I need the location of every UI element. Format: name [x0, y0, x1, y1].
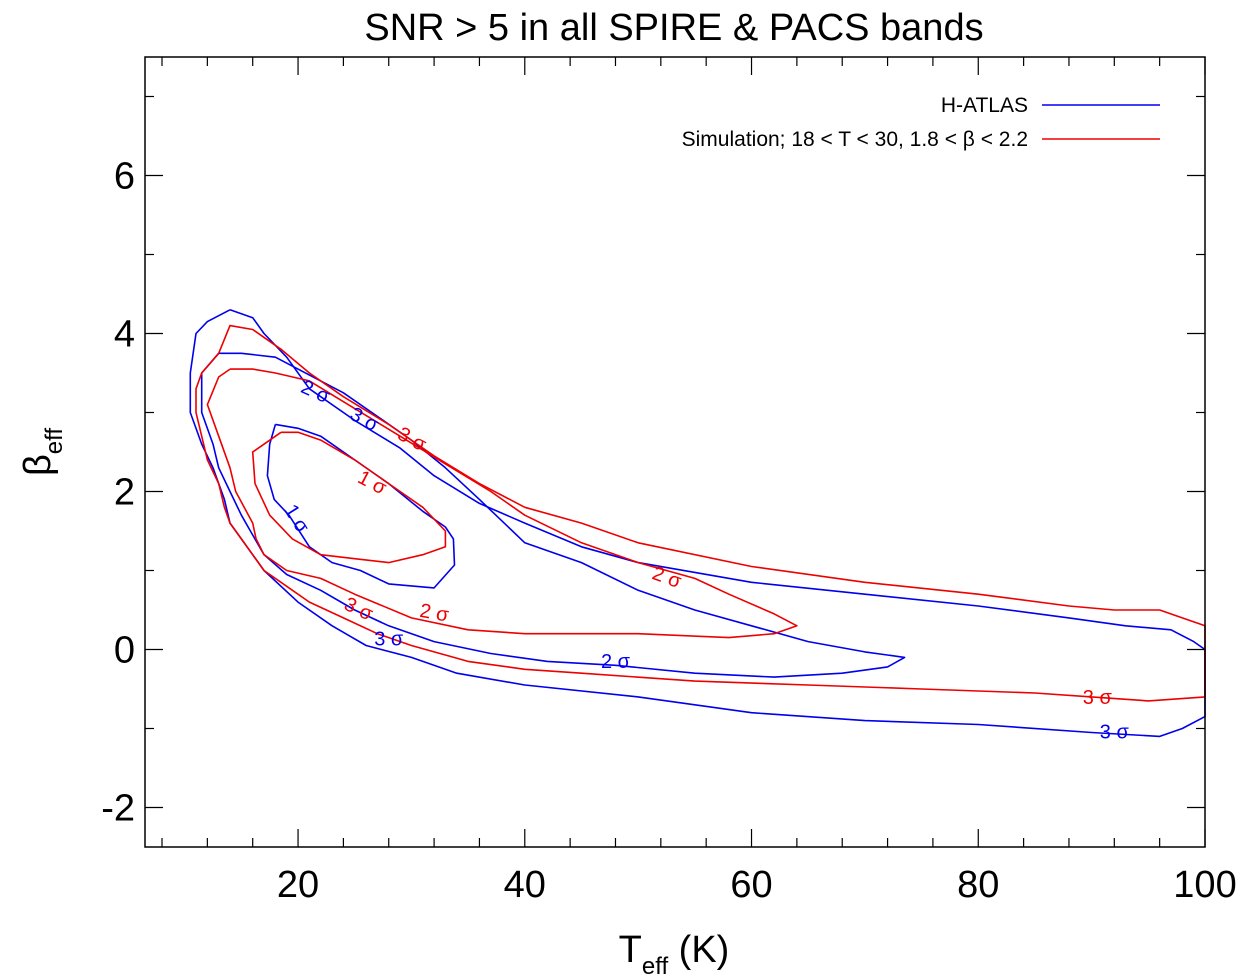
contours-layer: [189, 309, 1206, 738]
x-tick-label: 100: [1173, 864, 1236, 906]
contour-label-h-atlas-0: 1 σ: [279, 501, 313, 538]
contour-label-h-atlas-3: 2 σ: [601, 651, 631, 673]
contour-simulation-2sigma: [206, 368, 798, 639]
y-axis-label-sub: eff: [41, 428, 68, 455]
contour-label-simulation-0: 1 σ: [354, 466, 391, 499]
contour-label-h-atlas-5: 3 σ: [1100, 722, 1130, 744]
y-axis-label-main: β: [17, 454, 59, 476]
contour-simulation-1sigma: [251, 431, 447, 564]
contour-label-h-atlas-4: 3 σ: [374, 628, 404, 650]
x-axis-label-main: T: [619, 929, 642, 971]
x-axis-label: Teff (K): [619, 929, 730, 979]
contour-simulation-3sigma: [195, 324, 1206, 702]
plot-frame: [144, 56, 1206, 848]
legend-entry-simulation: Simulation; 18 < T < 30, 1.8 < β < 2.2: [682, 128, 1028, 151]
contour-label-h-atlas-2: 3 σ: [346, 403, 383, 436]
x-tick-label: 40: [504, 864, 546, 906]
contour-label-simulation-4: 3 σ: [341, 593, 377, 625]
chart-title: SNR > 5 in all SPIRE & PACS bands: [364, 7, 983, 49]
contour-label-simulation-5: 3 σ: [1083, 687, 1113, 709]
x-axis-label-suffix: (K): [668, 929, 729, 971]
contour-label-simulation-3: 2 σ: [418, 600, 451, 627]
x-tick-label: 20: [277, 864, 319, 906]
contour-label-simulation-2: 2 σ: [649, 562, 684, 593]
x-tick-label: 60: [730, 864, 772, 906]
contour-labels-layer: 1 σ2 σ3 σ2 σ3 σ3 σ1 σ3 σ2 σ2 σ3 σ3 σ: [279, 376, 1129, 743]
ticks-layer: 20 40 60 80 100 -2 0 2 4 6: [101, 57, 1237, 906]
y-tick-label: -2: [101, 788, 135, 830]
x-axis-label-sub: eff: [642, 953, 669, 979]
y-tick-label: 4: [114, 314, 135, 356]
y-tick-label: 0: [114, 630, 135, 672]
y-tick-label: 2: [114, 472, 135, 514]
contour-h-atlas-3sigma: [189, 309, 1206, 738]
y-tick-label: 6: [114, 156, 135, 198]
y-axis-label: βeff: [17, 428, 68, 476]
legend-entry-h-atlas: H-ATLAS: [941, 94, 1028, 117]
x-tick-label: 80: [957, 864, 999, 906]
legend: H-ATLAS Simulation; 18 < T < 30, 1.8 < β…: [682, 94, 1160, 151]
